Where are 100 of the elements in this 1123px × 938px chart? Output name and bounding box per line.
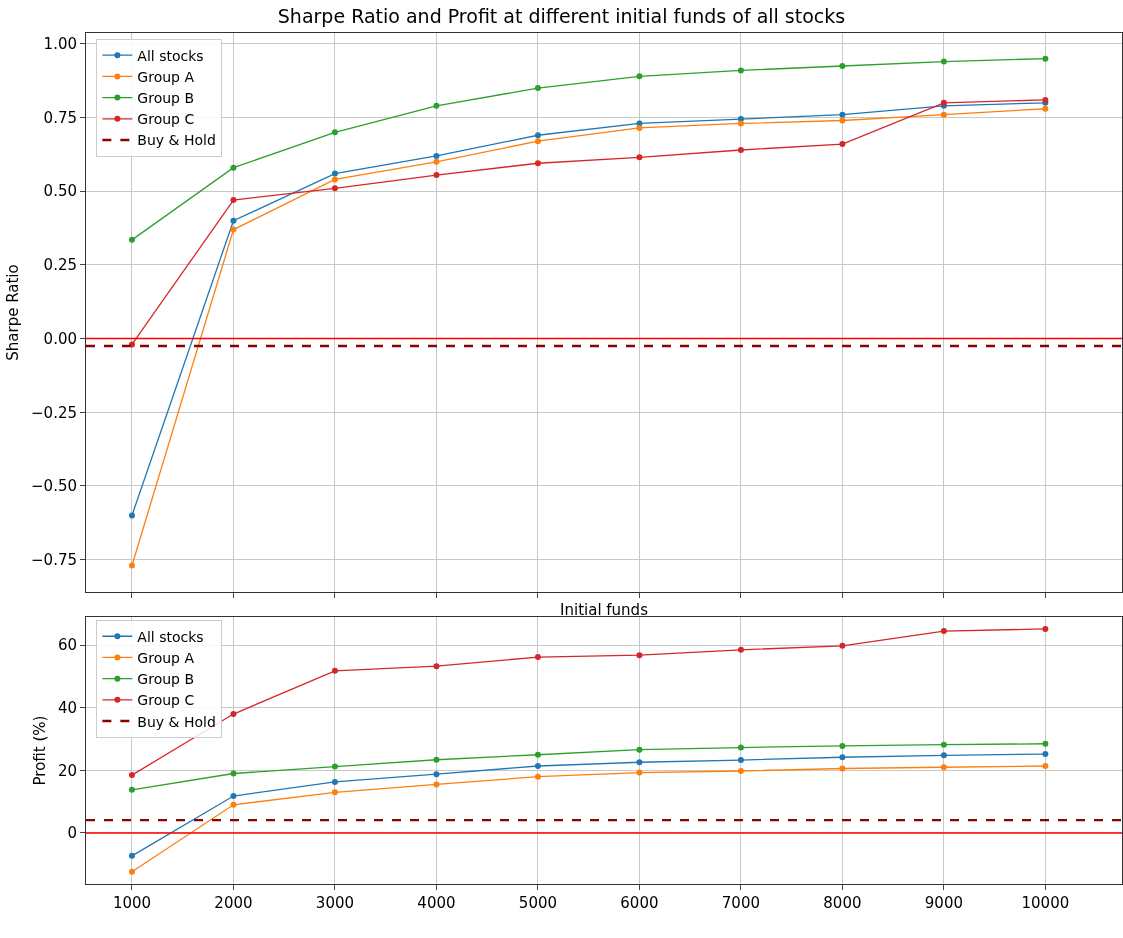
point bbox=[433, 172, 440, 179]
point bbox=[839, 63, 846, 69]
point bbox=[940, 752, 947, 759]
legend-label: All stocks bbox=[137, 47, 204, 64]
point bbox=[1042, 55, 1049, 62]
point bbox=[940, 58, 947, 65]
x-axis-title: Initial funds bbox=[560, 601, 649, 619]
point bbox=[737, 744, 744, 751]
point bbox=[1042, 625, 1049, 632]
y-tick-label: 40 bbox=[57, 699, 77, 718]
point bbox=[534, 773, 541, 780]
point bbox=[128, 868, 135, 875]
point bbox=[534, 762, 541, 769]
point bbox=[331, 778, 338, 785]
point bbox=[940, 764, 947, 771]
point bbox=[737, 146, 744, 153]
point bbox=[128, 772, 135, 779]
point bbox=[737, 768, 744, 774]
point bbox=[839, 642, 846, 649]
legend-label: Group B bbox=[137, 90, 195, 107]
x-tick-label: 8000 bbox=[823, 894, 862, 912]
x-tick-label: 6000 bbox=[620, 894, 659, 912]
legend-label: Group A bbox=[137, 649, 195, 666]
point bbox=[1042, 105, 1049, 112]
point bbox=[636, 759, 643, 766]
x-tick-label: 9000 bbox=[924, 894, 963, 912]
point bbox=[839, 765, 846, 772]
legend-label: Group C bbox=[137, 111, 195, 128]
point bbox=[331, 129, 338, 136]
x-tick-label: 4000 bbox=[417, 894, 456, 912]
point bbox=[839, 117, 846, 124]
point bbox=[534, 751, 541, 758]
point bbox=[331, 763, 338, 770]
point bbox=[534, 160, 541, 167]
point bbox=[128, 786, 135, 793]
point bbox=[128, 852, 135, 859]
legend-label: Buy & Hold bbox=[137, 132, 216, 149]
x-tick-label: 7000 bbox=[721, 894, 760, 912]
point bbox=[433, 102, 440, 109]
point bbox=[433, 771, 440, 778]
point bbox=[433, 756, 440, 763]
point bbox=[636, 73, 643, 80]
point bbox=[1042, 762, 1049, 769]
point bbox=[636, 746, 643, 753]
y-tick-label: 0 bbox=[67, 824, 77, 843]
point bbox=[737, 757, 744, 764]
point bbox=[737, 67, 744, 74]
point bbox=[230, 801, 237, 808]
y-tick-label: −0.25 bbox=[31, 403, 77, 422]
y-axis-title: Sharpe Ratio bbox=[4, 264, 23, 361]
point bbox=[636, 769, 643, 776]
point bbox=[1042, 751, 1049, 758]
y-tick-label: 60 bbox=[57, 636, 77, 655]
point bbox=[839, 754, 846, 761]
y-tick-label: 1.00 bbox=[43, 35, 77, 54]
y-tick-label: 0.25 bbox=[43, 256, 77, 275]
point bbox=[230, 217, 237, 224]
point bbox=[433, 152, 440, 159]
point bbox=[230, 197, 237, 204]
point bbox=[128, 562, 135, 569]
y-tick-label: 0.75 bbox=[43, 108, 77, 127]
point bbox=[331, 667, 338, 674]
point bbox=[636, 652, 643, 659]
legend-label: Buy & Hold bbox=[137, 713, 216, 730]
x-tick-label: 10000 bbox=[1021, 894, 1070, 912]
x-tick-label: 5000 bbox=[518, 894, 558, 912]
point bbox=[331, 185, 338, 192]
legend-label: Group A bbox=[137, 68, 195, 85]
point bbox=[940, 741, 947, 748]
y-tick-label: 0.50 bbox=[43, 182, 77, 201]
point bbox=[839, 742, 846, 749]
point bbox=[636, 154, 643, 161]
point bbox=[128, 236, 135, 243]
y-tick-label: 0.00 bbox=[43, 329, 77, 348]
point bbox=[1042, 740, 1049, 747]
legend-label: Group C bbox=[137, 692, 195, 709]
point bbox=[433, 781, 440, 788]
point bbox=[534, 654, 541, 661]
point bbox=[839, 141, 846, 148]
legend-label: All stocks bbox=[137, 628, 204, 645]
point bbox=[331, 170, 338, 177]
y-tick-label: 20 bbox=[57, 761, 77, 780]
point bbox=[433, 158, 440, 165]
point bbox=[331, 176, 338, 183]
point bbox=[230, 226, 237, 233]
y-axis-title: Profit (%) bbox=[31, 715, 50, 786]
point bbox=[737, 120, 744, 127]
point bbox=[534, 138, 541, 145]
point bbox=[737, 116, 744, 123]
point bbox=[128, 512, 135, 519]
y-tick-label: −0.50 bbox=[31, 477, 77, 496]
point bbox=[839, 111, 846, 118]
x-tick-label: 3000 bbox=[315, 894, 355, 912]
point bbox=[331, 789, 338, 796]
chart-title: Sharpe Ratio and Profit at different initial funds of all stocks bbox=[277, 4, 846, 27]
point bbox=[940, 628, 947, 635]
point bbox=[737, 646, 744, 653]
point bbox=[940, 111, 947, 118]
y-tick-label: −0.75 bbox=[31, 550, 77, 569]
point bbox=[230, 164, 237, 171]
